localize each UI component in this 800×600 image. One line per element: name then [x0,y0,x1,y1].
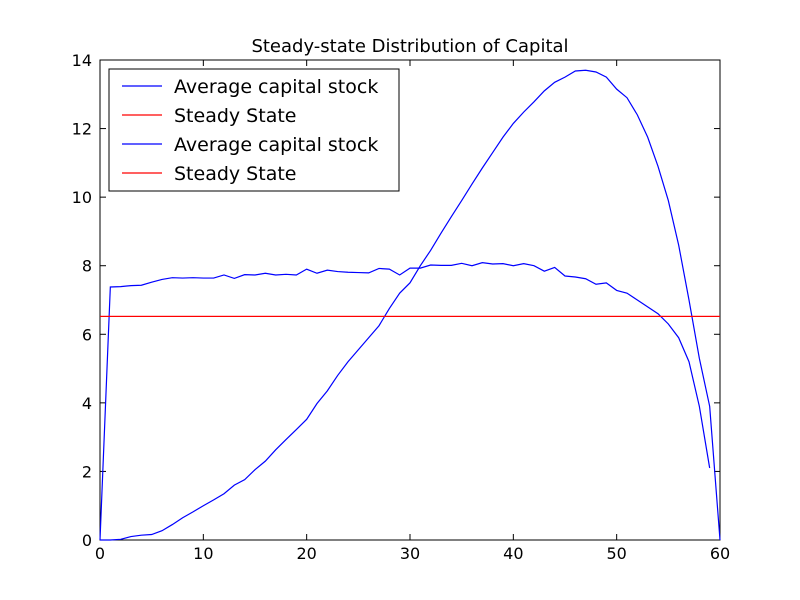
legend-label: Steady State [174,163,296,185]
series-line-3 [100,69,721,541]
x-tick-label: 10 [193,544,213,563]
x-tick-label: 30 [400,544,420,563]
x-tick-label: 40 [503,544,523,563]
y-tick-label: 6 [82,325,92,344]
y-tick-label: 0 [82,531,92,550]
x-tick-label: 60 [710,544,730,563]
legend: Average capital stock Steady State Average… [108,68,400,192]
series-line-1 [99,262,711,541]
legend-label: Average capital stock [174,134,378,156]
y-tick-label: 4 [82,394,92,413]
x-tick-label: 0 [95,544,105,563]
legend-label: Steady State [174,105,296,127]
y-tick-label: 2 [82,462,92,481]
legend-box [108,68,400,192]
x-tick-label: 20 [296,544,316,563]
y-tick-label: 14 [72,51,92,70]
y-tick-label: 8 [82,257,92,276]
y-tick-label: 10 [72,188,92,207]
legend-label: Average capital stock [174,76,378,98]
y-tick-label: 12 [72,120,92,139]
axis-ticks: 0 10 20 30 40 50 60 0 2 4 6 8 10 12 14 [72,51,731,563]
chart-title: Steady-state Distribution of Capital [251,36,568,57]
x-tick-label: 50 [606,544,626,563]
series-layer [99,69,721,541]
